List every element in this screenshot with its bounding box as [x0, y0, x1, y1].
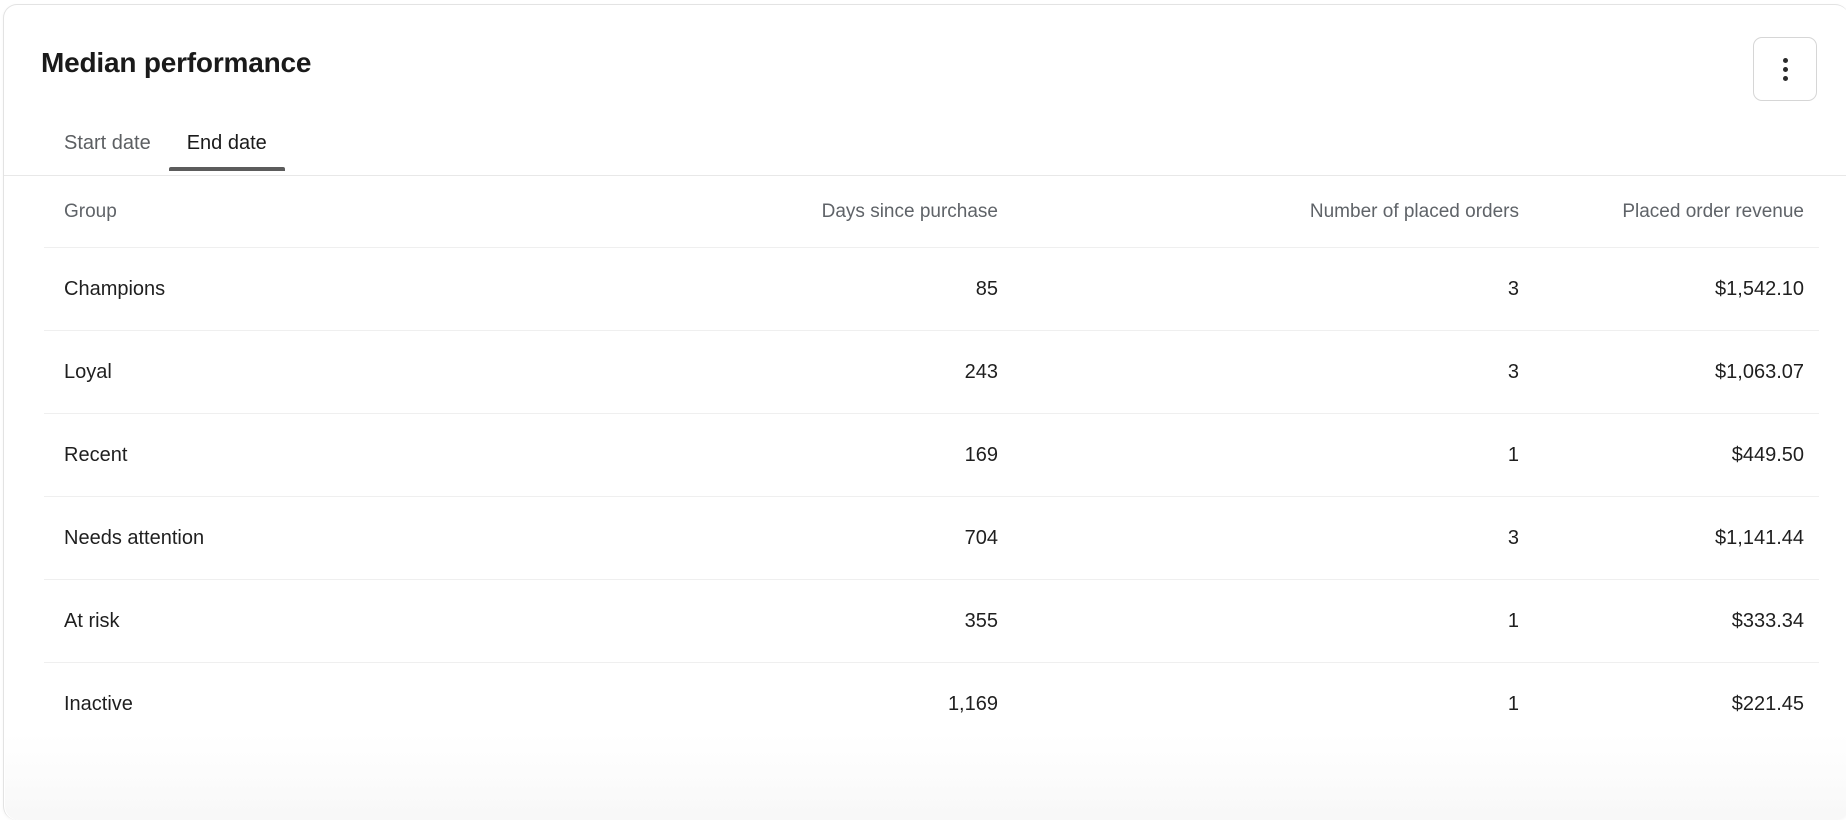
cell-days: 85 — [604, 246, 1024, 330]
table-row: Recent 169 1 $449.50 — [4, 412, 1846, 496]
cell-group: Inactive — [4, 661, 604, 745]
scroll-fade-overlay — [5, 734, 1846, 820]
header-divider — [4, 175, 1846, 176]
cell-group: At risk — [4, 578, 604, 662]
median-performance-card: Median performance Start date End date G… — [3, 4, 1846, 820]
cell-days: 169 — [604, 412, 1024, 496]
cell-orders: 1 — [1024, 661, 1546, 745]
median-performance-table: Group Days since purchase Number of plac… — [4, 177, 1846, 745]
tab-end-date[interactable]: End date — [168, 131, 285, 171]
table-row: At risk 355 1 $333.34 — [4, 578, 1846, 662]
cell-group: Needs attention — [4, 495, 604, 579]
page-title: Median performance — [41, 47, 312, 78]
column-header-number-of-placed-orders[interactable]: Number of placed orders — [1309, 201, 1519, 223]
table-row: Needs attention 704 3 $1,141.44 — [4, 495, 1846, 579]
table-row: Champions 85 3 $1,542.10 — [4, 246, 1846, 330]
cell-revenue: $333.34 — [1546, 578, 1846, 662]
date-tabs: Start date End date — [41, 113, 285, 171]
column-header-group[interactable]: Group — [64, 201, 117, 223]
table-header-row: Group Days since purchase Number of plac… — [4, 177, 1846, 247]
column-header-placed-order-revenue[interactable]: Placed order revenue — [1622, 201, 1804, 223]
kebab-menu-icon-dot-1 — [1782, 57, 1788, 63]
cell-orders: 1 — [1024, 412, 1546, 496]
cell-orders: 3 — [1024, 329, 1546, 413]
table-body: Champions 85 3 $1,542.10 Loyal 243 3 $1,… — [4, 246, 1846, 745]
cell-revenue: $449.50 — [1546, 412, 1846, 496]
kebab-menu-icon-dot-2 — [1782, 66, 1788, 72]
overflow-menu-button[interactable] — [1753, 37, 1817, 101]
cell-days: 704 — [604, 495, 1024, 579]
cell-revenue: $1,141.44 — [1546, 495, 1846, 579]
cell-orders: 3 — [1024, 246, 1546, 330]
cell-orders: 1 — [1024, 578, 1546, 662]
cell-group: Recent — [4, 412, 604, 496]
cell-days: 243 — [604, 329, 1024, 413]
tab-start-date[interactable]: Start date — [41, 131, 169, 171]
cell-group: Loyal — [4, 329, 604, 413]
table-row: Inactive 1,169 1 $221.45 — [4, 661, 1846, 745]
table-row: Loyal 243 3 $1,063.07 — [4, 329, 1846, 413]
kebab-menu-icon-dot-3 — [1782, 75, 1788, 81]
card-header: Median performance Start date End date — [4, 5, 1846, 176]
cell-group: Champions — [4, 246, 604, 330]
cell-revenue: $221.45 — [1546, 661, 1846, 745]
column-header-days-since-purchase[interactable]: Days since purchase — [821, 201, 998, 223]
cell-revenue: $1,542.10 — [1546, 246, 1846, 330]
cell-days: 1,169 — [604, 661, 1024, 745]
table-header-row-group: Group Days since purchase Number of plac… — [4, 177, 1846, 247]
cell-days: 355 — [604, 578, 1024, 662]
cell-orders: 3 — [1024, 495, 1546, 579]
cell-revenue: $1,063.07 — [1546, 329, 1846, 413]
